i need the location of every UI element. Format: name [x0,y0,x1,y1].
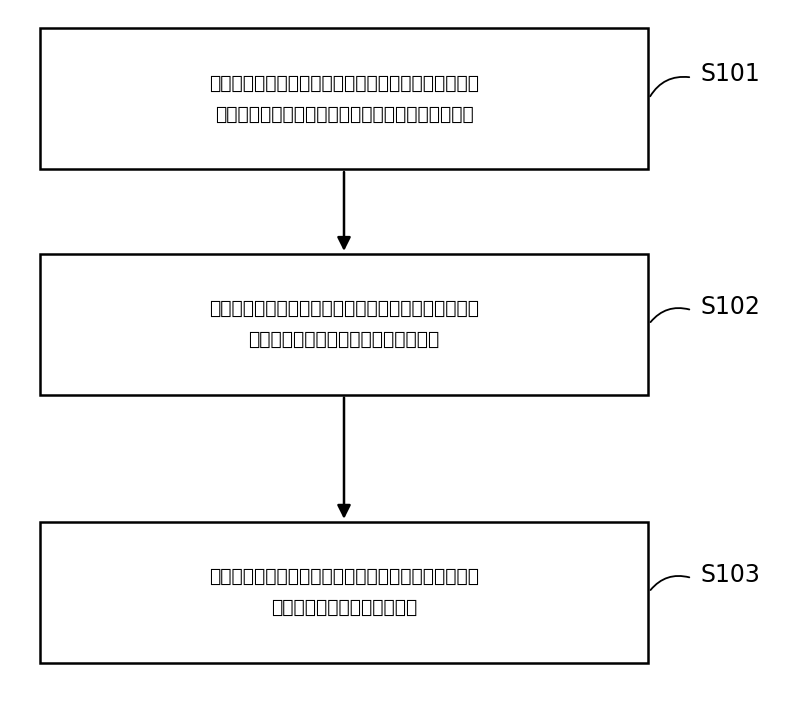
FancyBboxPatch shape [40,522,648,663]
Text: 根据多用户并发的信令跟踪请求，信令跟踪客户端生成
统一的客户端信令跟踪请求，发送给信令跟踪服务端: 根据多用户并发的信令跟踪请求，信令跟踪客户端生成 统一的客户端信令跟踪请求，发送… [209,74,479,123]
Text: S101: S101 [700,62,760,86]
Text: 信令跟踪服务端根据客户端信令跟踪请求，将满足请求
条件的信令消息发送给信令跟踪客户端: 信令跟踪服务端根据客户端信令跟踪请求，将满足请求 条件的信令消息发送给信令跟踪客… [209,300,479,349]
Text: S102: S102 [700,295,760,319]
FancyBboxPatch shape [40,28,648,169]
Text: S103: S103 [700,563,760,587]
FancyBboxPatch shape [40,254,648,395]
Text: 信令跟踪客户端根据各个用户的请求条件和所述信令消
息，分别对每个用户进行响应: 信令跟踪客户端根据各个用户的请求条件和所述信令消 息，分别对每个用户进行响应 [209,568,479,617]
